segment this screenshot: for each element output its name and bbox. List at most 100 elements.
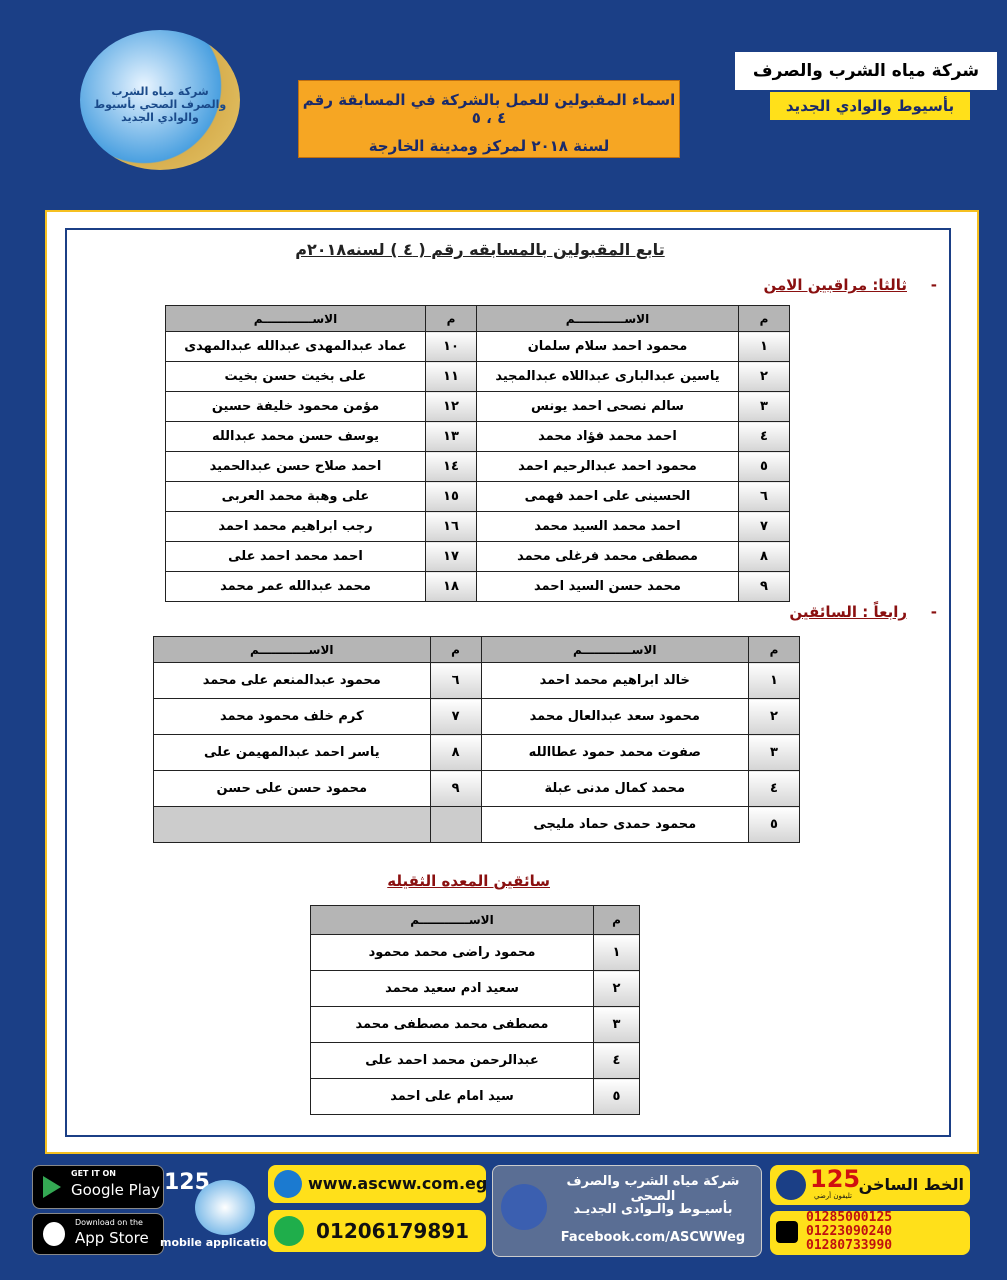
name: محمود احمد سلام سلمان bbox=[475, 331, 740, 362]
name: مؤمن محمود خليفة حسين bbox=[165, 391, 426, 422]
row: ٥ محمود حمدى حماد مليجى bbox=[153, 806, 800, 843]
column-header: م bbox=[738, 305, 790, 332]
column-header: الاســــــــــــم bbox=[165, 305, 426, 332]
row-number: ٦ bbox=[738, 481, 790, 512]
names-table: م الاســــــــــــم م الاســــــــــــم ١ خال… bbox=[153, 636, 800, 843]
website: www.ascww.com.eg bbox=[308, 1174, 488, 1193]
app-label: mobile application bbox=[160, 1236, 275, 1249]
hotline: 125 bbox=[810, 1165, 861, 1193]
row-number: ١٨ bbox=[424, 571, 477, 602]
google-small: GET IT ON bbox=[71, 1169, 116, 1178]
card-frame bbox=[65, 228, 951, 1137]
name: احمد محمد فؤاد محمد bbox=[475, 421, 740, 452]
row-number: ١١ bbox=[424, 361, 477, 392]
row-number: ١٧ bbox=[424, 541, 477, 572]
names-table: م الاســــــــــــم ١ محمود راضى محمد محمود… bbox=[310, 905, 640, 1115]
column-header: الاســــــــــــم bbox=[310, 905, 594, 935]
name: محمد حسن السيد احمد bbox=[475, 571, 740, 602]
row-number: ١ bbox=[738, 331, 790, 362]
logo: شركة مياه الشرب والصرف الصحي بأسيوط والو… bbox=[80, 30, 240, 170]
phone: 01223090240 bbox=[806, 1224, 893, 1239]
name: صفوت محمد حمود عطاالله bbox=[480, 734, 750, 771]
row-number: ١ bbox=[593, 934, 640, 971]
heading: تابع المقبولين بالمسابقه رقم ( ٤ ) لسنه٢… bbox=[295, 240, 665, 259]
name: محمود حسن على حسن bbox=[153, 770, 431, 807]
row-number: ١٢ bbox=[424, 391, 477, 422]
google-label: Google Play bbox=[71, 1181, 160, 1199]
header-row: م الاســــــــــــم م الاســــــــــــم bbox=[165, 305, 790, 332]
section-marker: - bbox=[930, 603, 937, 621]
name: ياسر احمد عبدالمهيمن على bbox=[153, 734, 431, 771]
row: ٥ محمود احمد عبدالرحيم احمد ١٤ احمد صلاح حس… bbox=[165, 451, 790, 482]
row-number: ٥ bbox=[738, 451, 790, 482]
row: ٤ احمد محمد فؤاد محمد ١٣ يوسف حسن محمد عبدا… bbox=[165, 421, 790, 452]
name: على وهبة محمد العربى bbox=[165, 481, 426, 512]
row-number: ٤ bbox=[593, 1042, 640, 1079]
row: ٣ سالم نصحى احمد يونس ١٢ مؤمن محمود خليفة ح… bbox=[165, 391, 790, 422]
names-table: م الاســــــــــــم م الاســــــــــــم ١ محم… bbox=[165, 305, 790, 602]
globe-icon bbox=[274, 1170, 302, 1198]
row-number: ٤ bbox=[748, 770, 800, 807]
hotline-box: 125 تليفون أرضي الخط الساخن bbox=[770, 1165, 970, 1205]
facebook-box[interactable]: شركة مياه الشرب والصرف الصحى بأسيـوط وال… bbox=[492, 1165, 762, 1257]
row-number: ٩ bbox=[738, 571, 790, 602]
whatsapp-box[interactable]: 01206179891 bbox=[268, 1210, 486, 1252]
fb-line: شركة مياه الشرب والصرف الصحى bbox=[566, 1174, 740, 1204]
facebook-icon bbox=[501, 1184, 547, 1230]
row-number: ١٤ bbox=[424, 451, 477, 482]
empty-cell bbox=[153, 806, 431, 843]
row: ٣ صفوت محمد حمود عطاالله ٨ ياسر احمد عبدالم… bbox=[153, 734, 800, 771]
app-store[interactable]: Download on the App Store bbox=[32, 1213, 164, 1255]
column-header: م bbox=[748, 636, 800, 663]
row-number: ٢ bbox=[593, 970, 640, 1007]
hotline-label: الخط الساخن bbox=[858, 1175, 964, 1194]
title-line: اسماء المقبولين للعمل بالشركة في المسابق… bbox=[302, 91, 676, 127]
phone-icon bbox=[776, 1221, 798, 1243]
name: محمد كمال مدنى عبلة bbox=[480, 770, 750, 807]
row-number: ٨ bbox=[738, 541, 790, 572]
whatsapp-icon bbox=[274, 1216, 304, 1246]
name: كرم خلف محمود محمد bbox=[153, 698, 431, 735]
row: ٨ مصطفى محمد فرغلى محمد ١٧ احمد محمد احمد ع… bbox=[165, 541, 790, 572]
google-play[interactable]: GET IT ON Google Play bbox=[32, 1165, 164, 1209]
name: محمود احمد عبدالرحيم احمد bbox=[475, 451, 740, 482]
name: مصطفى محمد فرغلى محمد bbox=[475, 541, 740, 572]
phone: 01285000125 bbox=[806, 1210, 893, 1225]
apple-small: Download on the bbox=[75, 1218, 143, 1227]
name: احمد محمد السيد محمد bbox=[475, 511, 740, 542]
column-header: م bbox=[593, 905, 640, 935]
title-line: لسنة ٢٠١٨ لمركز ومدينة الخارجة bbox=[368, 137, 610, 155]
name: محمود حمدى حماد مليجى bbox=[480, 806, 750, 843]
row-number: ٢ bbox=[748, 698, 800, 735]
row-number: ٣ bbox=[593, 1006, 640, 1043]
website-box[interactable]: www.ascww.com.eg bbox=[268, 1165, 488, 1203]
name: ياسين عبدالبارى عبداللاه عبدالمجيد bbox=[475, 361, 740, 392]
name: سيد امام على احمد bbox=[310, 1078, 594, 1115]
facebook: Facebook.com/ASCWWeg bbox=[560, 1230, 746, 1245]
row: ٢ محمود سعد عبدالعال محمد ٧ كرم خلف محمود م… bbox=[153, 698, 800, 735]
play-icon bbox=[43, 1176, 61, 1198]
app-logo bbox=[195, 1180, 255, 1235]
phones: 01285000125 01223090240 01280733990 bbox=[806, 1211, 892, 1253]
row: ١ محمود راضى محمد محمود bbox=[310, 934, 640, 971]
row-number: ١٥ bbox=[424, 481, 477, 512]
row: ٧ احمد محمد السيد محمد ١٦ رجب ابراهيم محمد … bbox=[165, 511, 790, 542]
hotline-sub: تليفون أرضي bbox=[814, 1192, 853, 1200]
name: سالم نصحى احمد يونس bbox=[475, 391, 740, 422]
row: ٣ مصطفى محمد مصطفى محمد bbox=[310, 1006, 640, 1043]
row-number: ٣ bbox=[738, 391, 790, 422]
name: محمود سعد عبدالعال محمد bbox=[480, 698, 750, 735]
row-number: ١ bbox=[748, 662, 800, 699]
name: مصطفى محمد مصطفى محمد bbox=[310, 1006, 594, 1043]
phones-box: 01285000125 01223090240 01280733990 bbox=[770, 1211, 970, 1255]
column-header: الاســــــــــــم bbox=[153, 636, 431, 663]
row-number: ٧ bbox=[738, 511, 790, 542]
section-marker: - bbox=[930, 276, 937, 294]
row: ٢ سعيد ادم سعيد محمد bbox=[310, 970, 640, 1007]
company: شركة مياه الشرب والصرف الصحي bbox=[735, 52, 997, 119]
section-title: سائقين المعده الثقيله bbox=[387, 872, 550, 890]
title-box: اسماء المقبولين للعمل بالشركة في المسابق… bbox=[298, 80, 680, 158]
phone: 01280733990 bbox=[806, 1238, 893, 1253]
row: ١ خالد ابراهيم محمد احمد ٦ محمود عبدالمنعم … bbox=[153, 662, 800, 699]
row-number: ٢ bbox=[738, 361, 790, 392]
